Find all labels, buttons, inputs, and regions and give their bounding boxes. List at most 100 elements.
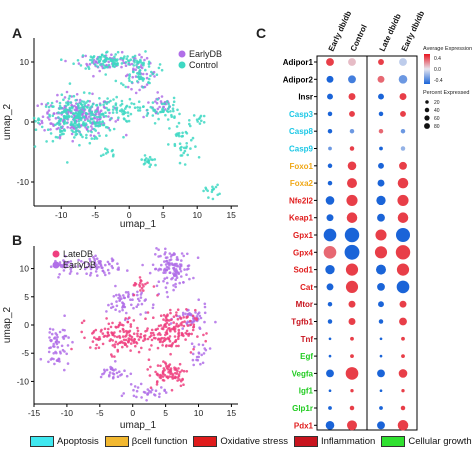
scatter-point-control xyxy=(135,63,138,67)
scatter-point-control xyxy=(78,117,82,120)
scatter-point-earlydb xyxy=(129,372,133,376)
scatter-point-earlydb xyxy=(114,308,117,312)
scatter-point-earlydb xyxy=(164,247,167,251)
scatter-point-latedb xyxy=(114,340,118,344)
scatter-point-latedb xyxy=(165,321,169,325)
scatter-point-earlydb xyxy=(138,88,141,92)
scatter-point-earlydb xyxy=(108,373,111,377)
scatter-point-earlydb xyxy=(163,267,167,271)
y-tick-label: 0 xyxy=(24,117,29,127)
scatter-point-earlydb xyxy=(173,252,176,256)
scatter-point-control xyxy=(63,119,67,123)
scatter-point-latedb xyxy=(132,340,136,343)
y-tick-label: 0 xyxy=(24,320,29,330)
scatter-point-latedb xyxy=(105,317,108,320)
scatter-point-earlydb xyxy=(70,263,74,267)
scatter-point-control xyxy=(110,149,114,153)
scatter-point-control xyxy=(74,99,77,102)
scatter-point-earlydb xyxy=(41,115,45,118)
scatter-point-latedb xyxy=(156,294,159,297)
scatter-point-control xyxy=(106,50,109,54)
scatter-point-earlydb xyxy=(156,107,160,111)
scatter-point-latedb xyxy=(185,332,189,336)
scatter-point-control xyxy=(77,123,80,127)
scatter-point-latedb xyxy=(133,337,136,341)
scatter-point-control xyxy=(104,125,108,129)
scatter-point-latedb xyxy=(133,281,137,285)
scatter-point-earlydb xyxy=(139,313,142,316)
scatter-point-control xyxy=(94,63,97,66)
category-swatch xyxy=(293,436,318,447)
scatter-point-earlydb xyxy=(107,303,110,307)
scatter-point-earlydb xyxy=(119,374,122,377)
scatter-point-earlydb xyxy=(172,288,175,292)
gene-label: Gpx1 xyxy=(293,231,314,240)
scatter-point-control xyxy=(127,77,131,80)
scatter-point-control xyxy=(138,72,142,76)
scatter-point-control xyxy=(145,114,149,117)
dot xyxy=(325,421,335,430)
scatter-point-earlydb xyxy=(61,265,64,269)
scatter-point-control xyxy=(168,127,171,130)
legend-a-marker-1 xyxy=(178,61,186,69)
scatter-point-latedb xyxy=(189,351,193,354)
scatter-point-latedb xyxy=(159,324,163,327)
scatter-point-earlydb xyxy=(100,266,103,270)
scatter-point-earlydb xyxy=(187,308,190,312)
dot xyxy=(349,128,355,134)
scatter-point-control xyxy=(105,65,108,69)
scatter-point-earlydb xyxy=(85,62,88,66)
scatter-point-control xyxy=(111,111,115,114)
scatter-point-earlydb xyxy=(60,263,63,267)
scatter-point-earlydb xyxy=(169,322,173,325)
scatter-point-control xyxy=(108,57,111,61)
y-ticks-a: -10 0 10 xyxy=(17,57,34,187)
scatter-point-latedb xyxy=(126,330,130,333)
scatter-point-earlydb xyxy=(50,357,54,360)
scatter-point-earlydb xyxy=(154,267,158,271)
scatter-point-control xyxy=(159,110,162,114)
scatter-point-latedb xyxy=(124,338,128,342)
scatter-point-earlydb xyxy=(47,109,51,112)
scatter-point-earlydb xyxy=(116,262,119,266)
scatter-point-control xyxy=(196,120,199,123)
scatter-point-earlydb xyxy=(91,92,94,96)
scatter-point-control xyxy=(34,128,38,131)
scatter-point-control xyxy=(72,94,76,98)
scatter-point-latedb xyxy=(181,321,184,324)
gene-label: Casp9 xyxy=(289,145,314,154)
scatter-point-latedb xyxy=(165,329,169,332)
scatter-point-control xyxy=(99,63,102,66)
scatter-point-earlydb xyxy=(168,252,172,255)
scatter-point-control xyxy=(59,130,62,134)
scatter-point-control xyxy=(83,102,86,106)
scatter-point-earlydb xyxy=(70,265,74,269)
scatter-point-earlydb xyxy=(123,305,127,309)
scatter-point-control xyxy=(111,154,115,158)
scatter-point-control xyxy=(125,119,128,123)
scatter-point-control xyxy=(88,120,92,123)
scatter-point-latedb xyxy=(160,327,164,330)
scatter-point-earlydb xyxy=(130,303,133,307)
scatter-point-latedb xyxy=(152,285,156,288)
scatter-point-control xyxy=(46,128,50,131)
scatter-point-control xyxy=(82,91,86,94)
scatter-point-control xyxy=(181,131,184,135)
scatter-point-latedb xyxy=(136,326,139,330)
scatter-point-latedb xyxy=(163,323,167,327)
scatter-point-control xyxy=(99,113,102,116)
scatter-point-earlydb xyxy=(123,369,126,373)
scatter-point-control xyxy=(98,124,102,128)
scatter-point-latedb xyxy=(193,317,197,320)
scatter-point-earlydb xyxy=(157,255,160,258)
scatter-point-earlydb xyxy=(127,295,130,299)
scatter-point-latedb xyxy=(163,336,166,340)
scatter-point-earlydb xyxy=(89,267,93,271)
scatter-point-earlydb xyxy=(156,91,159,94)
scatter-point-latedb xyxy=(80,330,83,334)
scatter-point-control xyxy=(147,77,151,81)
scatter-point-control xyxy=(151,101,155,104)
scatter-point-control xyxy=(124,85,127,89)
scatter-point-control xyxy=(202,121,206,124)
